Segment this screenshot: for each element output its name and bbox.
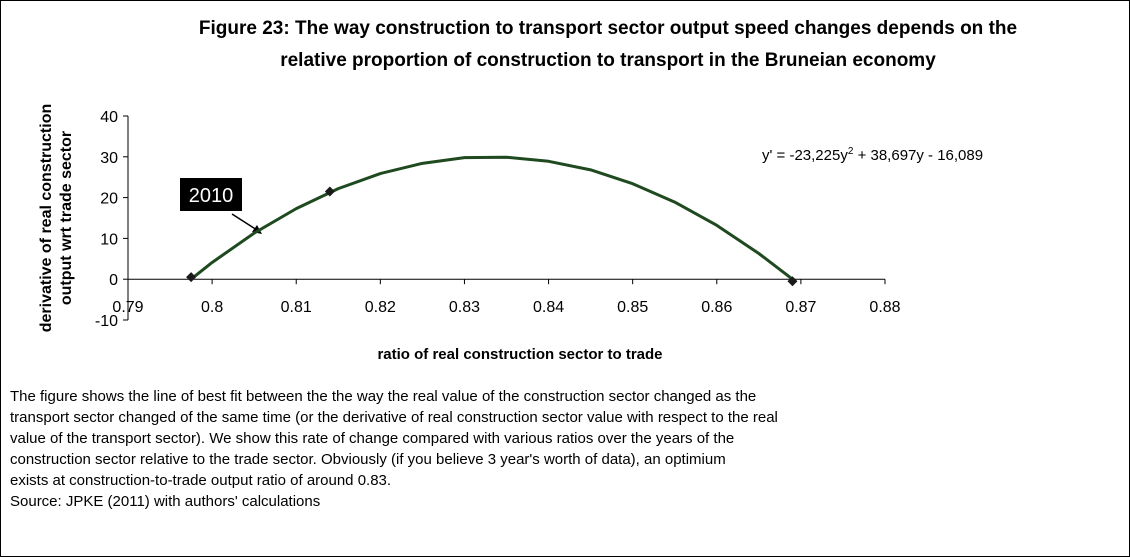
caption: The figure shows the line of best fit be…	[10, 386, 1120, 512]
x-tick-label: 0.88	[869, 299, 900, 316]
equation-part: + 38,697y - 16,089	[853, 147, 983, 164]
x-tick-label: 0.8	[201, 299, 223, 316]
marker	[787, 276, 798, 287]
x-tick-label: 0.85	[617, 299, 648, 316]
source: Source: JPKE (2011) with authors' calcul…	[10, 493, 321, 510]
equation-part: y' = -23,225y	[762, 147, 848, 164]
x-tick-label: 0.83	[449, 299, 480, 316]
equation: y' = -23,225y2 + 38,697y - 16,089	[762, 146, 983, 164]
x-tick-label: 0.82	[365, 299, 396, 316]
annotation: 2010	[189, 185, 234, 207]
caption-line: transport sector changed of the same tim…	[10, 409, 778, 426]
y-axis-label: derivative of real construction	[38, 104, 55, 333]
chart-title: relative proportion of construction to t…	[280, 50, 936, 71]
y-tick-label: 30	[100, 150, 118, 167]
caption-line: The figure shows the line of best fit be…	[10, 388, 757, 405]
caption-line: construction sector relative to the trad…	[10, 451, 726, 468]
y-axis-label: output wrt trade sector	[58, 131, 75, 305]
chart-title: Figure 23: The way construction to trans…	[199, 18, 1017, 39]
x-tick-label: 0.87	[785, 299, 816, 316]
equation-exponent: 2	[848, 146, 854, 157]
caption-line: value of the transport sector). We show …	[10, 430, 735, 447]
line	[190, 155, 794, 281]
y-tick-label: 40	[100, 109, 118, 126]
x-axis-label: ratio of real construction sector to tra…	[377, 346, 662, 363]
annotation-box	[180, 178, 242, 211]
marker	[324, 186, 335, 197]
y-tick-label: -10	[95, 313, 118, 330]
y-tick-label: 10	[100, 231, 118, 248]
x-tick-label: 0.79	[112, 299, 143, 316]
x-tick-label: 0.84	[533, 299, 564, 316]
x-tick-label: 0.81	[281, 299, 312, 316]
x-tick-label: 0.86	[701, 299, 732, 316]
caption-line: exists at construction-to-trade output r…	[10, 472, 392, 489]
marker	[186, 272, 197, 283]
y-tick-label: 0	[109, 272, 118, 289]
y-tick-label: 20	[100, 191, 118, 208]
